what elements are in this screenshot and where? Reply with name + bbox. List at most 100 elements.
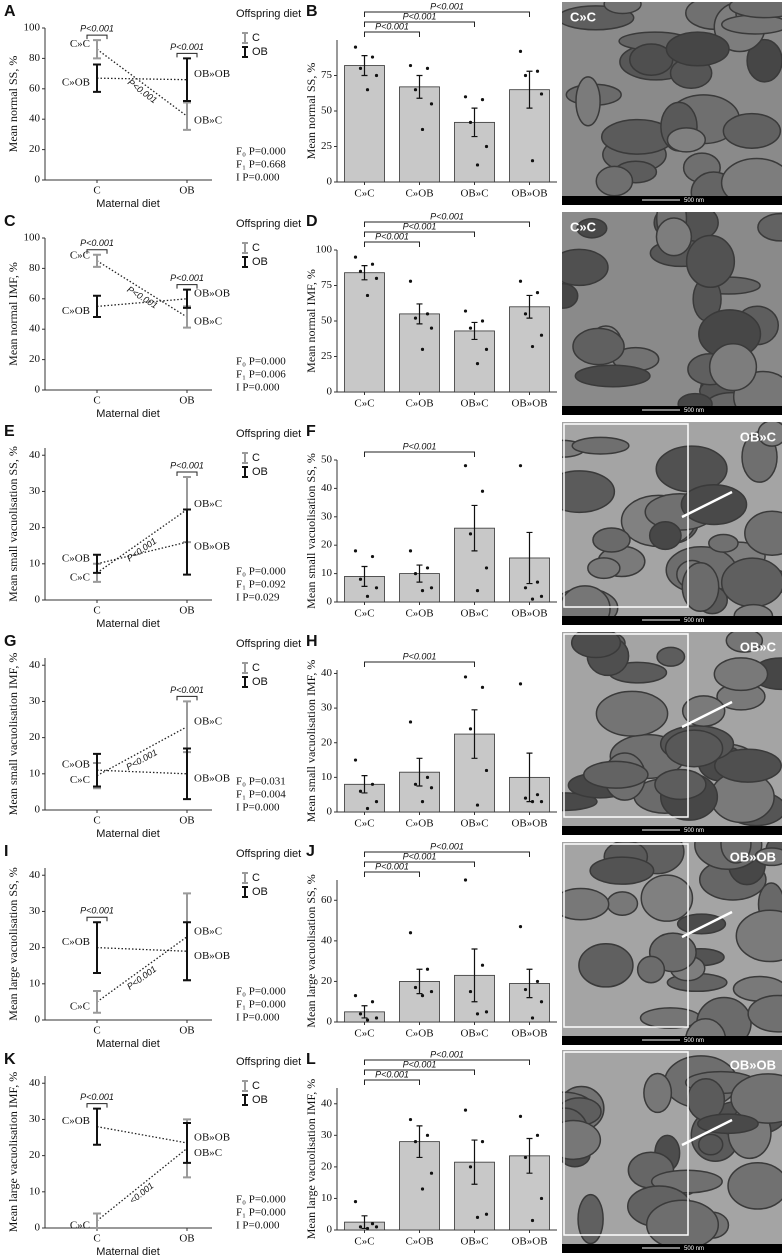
- data-point: [374, 1016, 379, 1020]
- x-tick-label: C: [93, 1233, 100, 1245]
- error-bar: [416, 1125, 423, 1159]
- legend-glyph: [242, 676, 248, 688]
- data-point: [358, 1012, 363, 1016]
- inset-frame: [563, 423, 689, 608]
- y-tick-label: 100: [24, 22, 41, 34]
- y-tick-label: 0: [327, 176, 333, 188]
- y-tick-label: 40: [29, 113, 41, 125]
- point-label: C»OB: [62, 552, 90, 564]
- x-tick-label: C»C: [354, 1028, 374, 1040]
- scale-label: 500 nm: [684, 408, 704, 414]
- data-point: [523, 796, 528, 800]
- organelle: [562, 585, 611, 625]
- data-point: [468, 532, 473, 536]
- y-tick-label: 0: [35, 1014, 41, 1026]
- y-tick-label: 60: [321, 894, 333, 906]
- arrow: [681, 490, 733, 519]
- legend-label: OB: [252, 466, 268, 478]
- x-tick-label: C»C: [354, 1236, 374, 1248]
- error-bar: [183, 1122, 191, 1164]
- data-point: [468, 727, 473, 731]
- y-axis-label: Mean small vacuolisation IMF, %: [6, 653, 20, 816]
- legend-glyph: [242, 1080, 248, 1092]
- organelle: [636, 955, 666, 984]
- y-tick-label: 20: [321, 1160, 333, 1172]
- stat-line: F₁ P=0.000: [236, 999, 286, 1011]
- data-point: [523, 586, 528, 590]
- error-bar: [183, 700, 191, 754]
- legend-glyph: [242, 256, 248, 268]
- data-point: [539, 800, 544, 804]
- data-point: [374, 73, 379, 78]
- micrograph: OB»OB 500 nm: [562, 1050, 782, 1253]
- error-bar: [416, 74, 423, 99]
- point-label: C»OB: [62, 1115, 90, 1127]
- legend-title: Offspring diet: [236, 218, 301, 230]
- organelle: [606, 891, 639, 916]
- data-point: [475, 589, 480, 593]
- micrograph: C»C 500 nm: [562, 212, 782, 415]
- bracket: [364, 871, 420, 877]
- error-bar: [526, 968, 533, 999]
- data-point: [535, 979, 540, 984]
- error-bar: [93, 294, 101, 319]
- data-point: [408, 720, 413, 724]
- data-point: [535, 291, 540, 295]
- point-label: OB»OB: [194, 287, 230, 299]
- data-point: [365, 806, 370, 811]
- y-tick-label: 0: [35, 594, 41, 606]
- stat-line: F₀ P=0.000: [236, 986, 286, 998]
- x-tick-label: C»C: [354, 188, 374, 200]
- series-line: [96, 77, 188, 81]
- scale-label: 500 nm: [684, 198, 704, 204]
- data-point: [374, 800, 379, 804]
- data-point: [530, 800, 535, 804]
- legend-glyph: [242, 872, 248, 884]
- annotation: P<0.001: [403, 221, 437, 231]
- legend-glyph: [242, 466, 248, 478]
- y-tick-label: 0: [327, 386, 333, 398]
- organelle: [728, 2, 782, 19]
- series-line: [96, 541, 188, 565]
- legend-title: Offspring diet: [236, 8, 301, 20]
- scale-label: 500 nm: [684, 828, 704, 834]
- x-tick-label: OB»OB: [511, 608, 547, 620]
- y-tick-label: 100: [24, 232, 41, 244]
- panel-letter: C: [4, 213, 16, 230]
- y-tick-label: 40: [29, 1077, 41, 1089]
- data-point: [539, 1000, 544, 1004]
- organelle: [640, 874, 694, 922]
- x-tick-label: OB»C: [460, 608, 488, 620]
- data-point: [468, 989, 473, 994]
- annotation: P<0.001: [375, 1069, 409, 1079]
- stat-line: F₁ P=0.092: [236, 579, 286, 591]
- point-label: C»C: [70, 571, 90, 583]
- x-tick-label: OB»C: [460, 188, 488, 200]
- panel-letter: F: [306, 423, 316, 440]
- micrograph: OB»OB 500 nm: [562, 842, 782, 1045]
- data-point: [539, 92, 544, 96]
- panel-letter: H: [306, 633, 318, 650]
- legend-label: OB: [252, 886, 268, 898]
- annotation: P<0.001: [80, 238, 114, 248]
- annotation: P<0.001: [170, 685, 204, 695]
- point-label: C»C: [70, 1000, 90, 1012]
- error-bar: [93, 63, 101, 93]
- inset-frame: [563, 843, 689, 1028]
- y-axis-label: Mean small vacuolisation IMF, %: [304, 660, 318, 823]
- organelle: [757, 422, 782, 447]
- error-bar: [183, 57, 191, 102]
- data-point: [535, 793, 540, 797]
- y-axis-label: Mean normal IMF, %: [6, 262, 20, 366]
- data-point: [484, 566, 489, 570]
- organelle: [713, 657, 769, 692]
- y-tick-label: 20: [29, 353, 41, 365]
- data-point: [463, 1108, 468, 1112]
- error-bar: [526, 531, 533, 585]
- data-point: [420, 589, 425, 593]
- y-tick-label: 40: [321, 1097, 333, 1109]
- y-tick-label: 20: [321, 975, 333, 987]
- error-bar: [183, 508, 191, 576]
- error-bar: [471, 107, 478, 138]
- data-point: [518, 279, 523, 283]
